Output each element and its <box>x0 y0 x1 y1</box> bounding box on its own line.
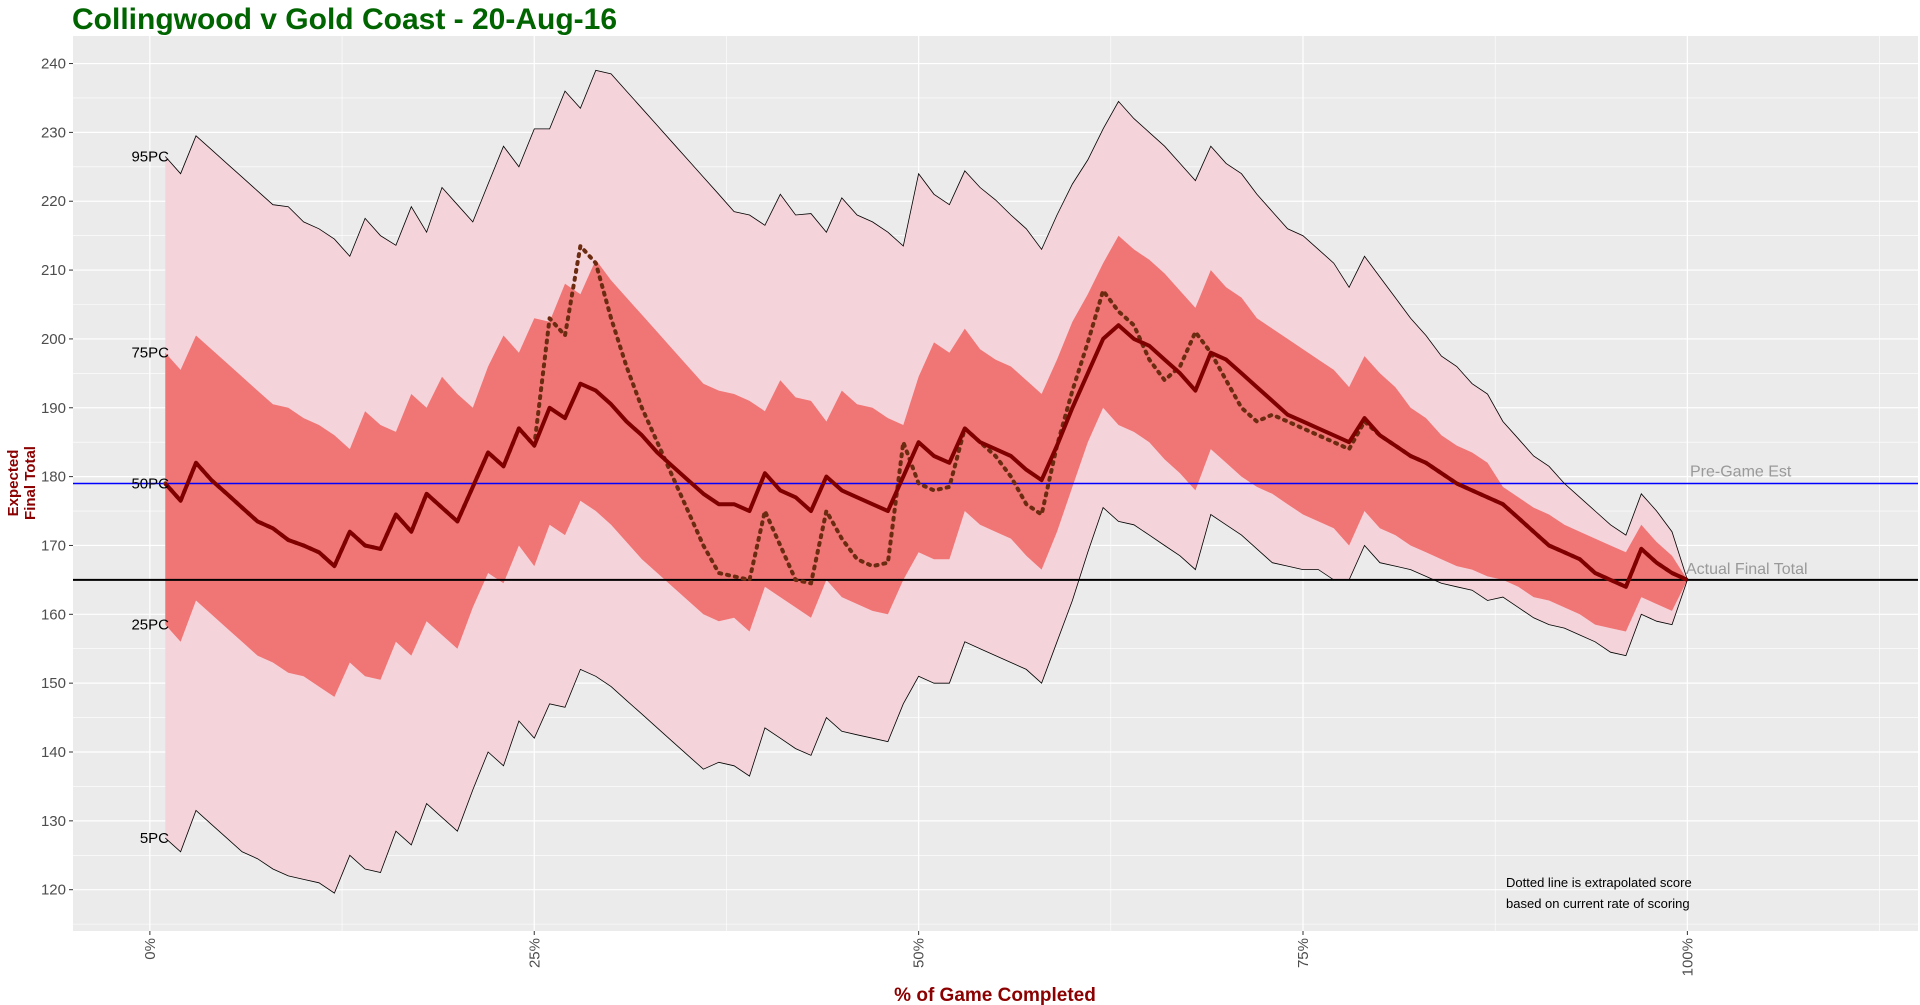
pregame-estimate-label: Pre-Game Est <box>1690 464 1792 481</box>
percentile-labels: 95PC 75PC 50PC 25PC 5PC <box>131 148 169 847</box>
annotation-line: Dotted line is extrapolated score <box>1506 875 1692 890</box>
y-tick-label: 210 <box>41 262 66 279</box>
y-tick-label: 230 <box>41 124 66 141</box>
p5-line <box>165 506 1688 894</box>
y-axis-title: Expected Final Total <box>5 446 39 520</box>
y-tick-label: 130 <box>41 813 66 830</box>
y-tick-label: 140 <box>41 744 66 761</box>
y-tick-label: 170 <box>41 537 66 554</box>
y-tick-label: 120 <box>41 882 66 899</box>
percentile-label: 95PC <box>131 148 169 165</box>
x-tick-label: 25% <box>526 938 543 968</box>
x-tick-label: 75% <box>1295 938 1312 968</box>
actual-final-total-label: Actual Final Total <box>1686 561 1808 578</box>
percentile-label: 75PC <box>131 345 169 362</box>
percentile-label: 25PC <box>131 617 169 634</box>
annotation-note: Dotted line is extrapolated score based o… <box>1506 875 1692 911</box>
annotation-line: based on current rate of scoring <box>1506 896 1690 911</box>
y-tick-label: 180 <box>41 469 66 486</box>
series-lines <box>163 69 1690 894</box>
chart-title: Collingwood v Gold Coast - 20-Aug-16 <box>72 3 617 36</box>
x-tick-label: 0% <box>142 938 159 960</box>
y-tick-label: 160 <box>41 606 66 623</box>
y-tick-label: 240 <box>41 56 66 73</box>
y-tick-label: 220 <box>41 193 66 210</box>
y-tick-label: 150 <box>41 675 66 692</box>
y-axis-title-line: Final Total <box>22 446 39 520</box>
p95-line <box>165 69 1688 581</box>
median-line <box>163 323 1689 589</box>
y-axis-title-line: Expected <box>5 450 22 517</box>
x-axis-title: % of Game Completed <box>894 985 1096 1005</box>
x-tick-label: 100% <box>1679 938 1696 976</box>
percentile-label: 5PC <box>140 830 169 847</box>
x-axis-ticks: 0% 25% 50% 75% 100% <box>142 931 1696 976</box>
x-tick-label: 50% <box>911 938 928 968</box>
y-axis-ticks: 120 130 140 150 160 170 180 190 200 210 220 230 240 <box>41 56 73 899</box>
y-tick-label: 200 <box>41 331 66 348</box>
percentile-label: 50PC <box>131 476 169 493</box>
y-tick-label: 190 <box>41 400 66 417</box>
